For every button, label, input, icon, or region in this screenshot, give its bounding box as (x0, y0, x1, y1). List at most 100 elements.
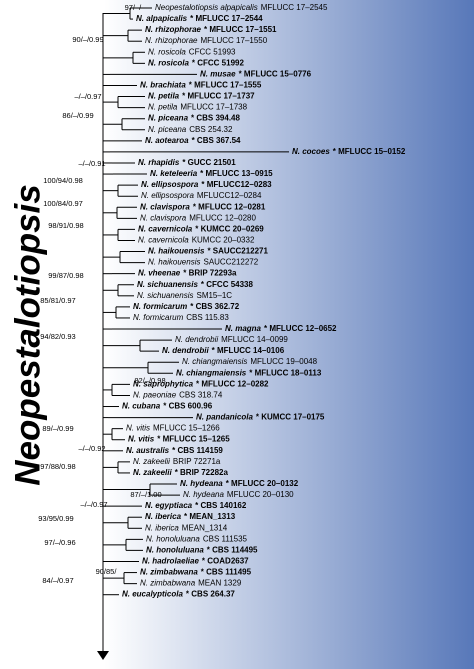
taxon-name: N. formicarum (133, 313, 184, 322)
strain-id: MFLUCC 20–0130 (227, 490, 294, 499)
taxon-label: N. dendrobii * MFLUCC 14–0106 (162, 346, 285, 355)
strain-id: * KUMCC 20–0269 (195, 225, 264, 234)
taxon-label: N. honoluluana * CBS 114495 (146, 546, 258, 555)
taxon-name: N. cavernicola (138, 236, 189, 245)
strain-id: * CBS 114159 (172, 446, 223, 455)
taxon-label: N. formicarum CBS 115.83 (133, 313, 229, 322)
strain-id: SAUCC212272 (203, 258, 258, 267)
strain-id: BRIP 72271a (173, 457, 221, 466)
strain-id: MFLUCC 17–1550 (200, 36, 267, 45)
strain-id: MFLUCC 12–0280 (189, 213, 256, 222)
taxon-label: N. honoluluana CBS 111535 (146, 534, 248, 543)
taxon-name: N. zakeelii (133, 457, 170, 466)
strain-id: * CBS 367.54 (192, 136, 241, 145)
taxon-label: N. vheenae * BRIP 72293a (138, 269, 237, 278)
taxon-label: N. rhapidis * GUCC 21501 (138, 158, 236, 167)
strain-id: * MFLUCC 15–0776 (239, 70, 312, 79)
strain-id: * BRIP 72282a (175, 468, 229, 477)
taxon-name: N. keteleeria (150, 169, 198, 178)
taxon-label: N. cavernicola * KUMCC 20–0269 (138, 225, 264, 234)
strain-id: * CBS 140162 (195, 501, 247, 510)
strain-id: CBS 254.32 (189, 125, 233, 134)
strain-id: MEAN 1329 (198, 579, 242, 588)
taxon-name: N. iberica (145, 512, 182, 521)
taxon-name: N. hydeana (183, 490, 224, 499)
taxon-name: N. dendrobii (175, 335, 218, 344)
taxon-name: N. haikouensis (148, 247, 205, 256)
taxon-label: N. chiangmaiensis MFLUCC 19–0048 (182, 357, 318, 366)
taxon-label: N. rhizophorae * MFLUCC 17–1551 (145, 25, 277, 34)
support-value: 82/–/0.98 (134, 376, 165, 385)
support-value: 99/87/0.98 (48, 271, 83, 280)
taxon-name: N. clavispora (140, 213, 187, 222)
taxon-label: N. rosicola CFCC 51993 (148, 47, 236, 56)
strain-id: * MFLUCC 18–0113 (249, 368, 322, 377)
genus-title: Neopestalotiopsis (8, 184, 47, 485)
taxon-label: N. petila MFLUCC 17–1738 (148, 103, 248, 112)
taxon-label: N. sichuanensis * CFCC 54338 (137, 280, 253, 289)
taxon-label: N. vitis * MFLUCC 15–1265 (128, 435, 230, 444)
taxon-name: N. cubana (122, 402, 161, 411)
strain-id: * MFLUCC 15–1265 (157, 435, 230, 444)
taxon-label: N. petila * MFLUCC 17–1737 (148, 92, 255, 101)
taxon-label: N. zakeelii BRIP 72271a (133, 457, 221, 466)
taxon-label: N. ellipsospora * MFLUCC12–0283 (141, 180, 272, 189)
taxon-name: N. petila (148, 92, 180, 101)
taxon-label: N. zimbabwana * CBS 111495 (140, 568, 252, 577)
strain-id: * CBS 600.96 (163, 402, 212, 411)
taxon-label: N. eucalypticola * CBS 264.37 (122, 590, 235, 599)
support-value: –/–/0.97 (80, 500, 107, 509)
strain-id: * CBS 264.37 (186, 590, 235, 599)
taxon-name: N. cocoes (292, 147, 330, 156)
taxon-name: N. eucalypticola (122, 590, 183, 599)
taxon-label: N. iberica MEAN_1314 (145, 523, 228, 532)
taxon-name: N. haikouensis (148, 258, 200, 267)
taxon-label: N. formicarum * CBS 362.72 (133, 302, 240, 311)
taxon-label: N. magna * MFLUCC 12–0652 (225, 324, 337, 333)
strain-id: * MEAN_1313 (184, 512, 236, 521)
support-value: 97/–/– (125, 3, 147, 12)
strain-id: * MFLUCC 20–0132 (226, 479, 299, 488)
taxon-label: N. dendrobii MFLUCC 14–0099 (175, 335, 288, 344)
taxon-name: N. egyptiaca (145, 501, 193, 510)
support-value: 97/–/0.96 (44, 538, 75, 547)
taxon-label: N. rhizophorae MFLUCC 17–1550 (145, 36, 268, 45)
strain-id: * CBS 114495 (207, 546, 258, 555)
taxon-label: N. cavernicola KUMCC 20–0332 (138, 236, 255, 245)
strain-id: MFLUCC 17–1738 (180, 103, 247, 112)
taxon-label: N. aotearoa * CBS 367.54 (145, 136, 241, 145)
strain-id: SM15–1C (196, 291, 232, 300)
taxon-label: N. clavispora MFLUCC 12–0280 (140, 213, 257, 222)
taxon-name: N. rhizophorae (145, 25, 202, 34)
strain-id: MEAN_1314 (182, 523, 228, 532)
strain-id: * MFLUCC 17–2544 (190, 14, 263, 23)
taxon-name: N. magna (225, 324, 262, 333)
strain-id: CFCC 51993 (189, 47, 236, 56)
strain-id: * MFLUCC 17–1737 (182, 92, 255, 101)
taxon-label: N. haikouensis * SAUCC212271 (148, 247, 268, 256)
strain-id: * CFCC 54338 (201, 280, 254, 289)
strain-id: MFLUCC12–0284 (197, 191, 262, 200)
taxon-name: N. brachiata (140, 81, 186, 90)
taxon-name: N. piceana (148, 114, 189, 123)
taxon-name: Neopestalotiopsis alpapicalis (155, 3, 258, 12)
taxon-name: N. paeoniae (133, 391, 177, 400)
taxon-name: N. ellipsospora (141, 180, 199, 189)
taxon-name: N. zimbabwana (140, 579, 196, 588)
taxon-name: N. hadrolaeliae (142, 557, 199, 566)
taxon-label: N. hadrolaeliae * COAD2637 (142, 557, 249, 566)
taxon-name: N. chiangmaiensis (182, 357, 247, 366)
taxon-name: N. zimbabwana (140, 568, 198, 577)
taxon-label: N. hydeana * MFLUCC 20–0132 (180, 479, 299, 488)
taxon-name: N. sichuanensis (137, 291, 193, 300)
taxon-label: N. keteleeria * MFLUCC 13–0915 (150, 169, 273, 178)
support-value: 100/84/0.97 (43, 199, 83, 208)
support-value: 98/91/0.98 (48, 221, 83, 230)
support-value: –/–/0.97 (74, 92, 101, 101)
support-value: 93/95/0.99 (38, 514, 73, 523)
support-value: –/–/0.91 (78, 159, 105, 168)
taxon-name: N. formicarum (133, 302, 187, 311)
support-value: 85/81/0.97 (40, 296, 75, 305)
